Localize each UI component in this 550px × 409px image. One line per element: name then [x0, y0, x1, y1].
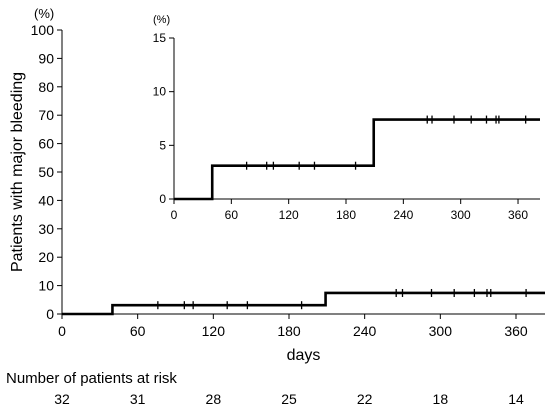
y-tick-label: 60: [38, 136, 54, 152]
y-tick-label: 100: [31, 22, 55, 38]
x-tick-label: 360: [504, 323, 528, 339]
main-plot-y-unit: (%): [34, 6, 54, 21]
x-tick-label: 0: [171, 208, 178, 222]
inset-plot-background: [174, 34, 544, 199]
y-tick-label: 20: [38, 249, 54, 265]
risk-count: 18: [433, 391, 449, 407]
inset-plot: 0 5 10 15 0 60 120 180 240 300 360 (%): [153, 14, 544, 222]
risk-count: 31: [130, 391, 146, 407]
x-tick-label: 360: [508, 208, 528, 222]
y-tick-label: 30: [38, 221, 54, 237]
x-tick-label: 120: [279, 208, 299, 222]
y-tick-label: 40: [38, 192, 54, 208]
y-tick-label: 15: [153, 31, 167, 45]
x-tick-label: 60: [225, 208, 239, 222]
y-tick-label: 10: [153, 85, 167, 99]
y-tick-label: 80: [38, 79, 54, 95]
inset-plot-y-unit: (%): [153, 14, 170, 26]
risk-count: 32: [54, 391, 70, 407]
risk-count: 14: [508, 391, 524, 407]
x-tick-label: 120: [202, 323, 226, 339]
risk-count: 22: [357, 391, 373, 407]
risk-count: 25: [281, 391, 297, 407]
y-tick-label: 70: [38, 107, 54, 123]
x-tick-label: 300: [429, 323, 453, 339]
x-tick-label: 240: [393, 208, 413, 222]
risk-table-title: Number of patients at risk: [6, 370, 177, 387]
y-tick-label: 90: [38, 50, 54, 66]
risk-count: 28: [206, 391, 222, 407]
x-tick-label: 180: [277, 323, 301, 339]
main-plot-x-axis-title: days: [287, 347, 321, 364]
km-step-line: [174, 118, 540, 201]
km-step-line: [62, 291, 545, 316]
x-tick-label: 300: [451, 208, 471, 222]
risk-table: Number of patients at risk 32 31 28 25 22 18 1…: [6, 370, 524, 407]
x-tick-label: 0: [58, 323, 66, 339]
x-tick-label: 240: [353, 323, 377, 339]
y-tick-label: 5: [159, 138, 166, 152]
y-tick-label: 0: [159, 192, 166, 206]
x-tick-label: 60: [130, 323, 146, 339]
main-plot-y-axis-title: Patients with major bleeding: [9, 72, 26, 272]
y-tick-label: 10: [38, 278, 54, 294]
x-tick-label: 180: [336, 208, 356, 222]
y-tick-label: 0: [46, 306, 54, 322]
y-tick-label: 50: [38, 164, 54, 180]
